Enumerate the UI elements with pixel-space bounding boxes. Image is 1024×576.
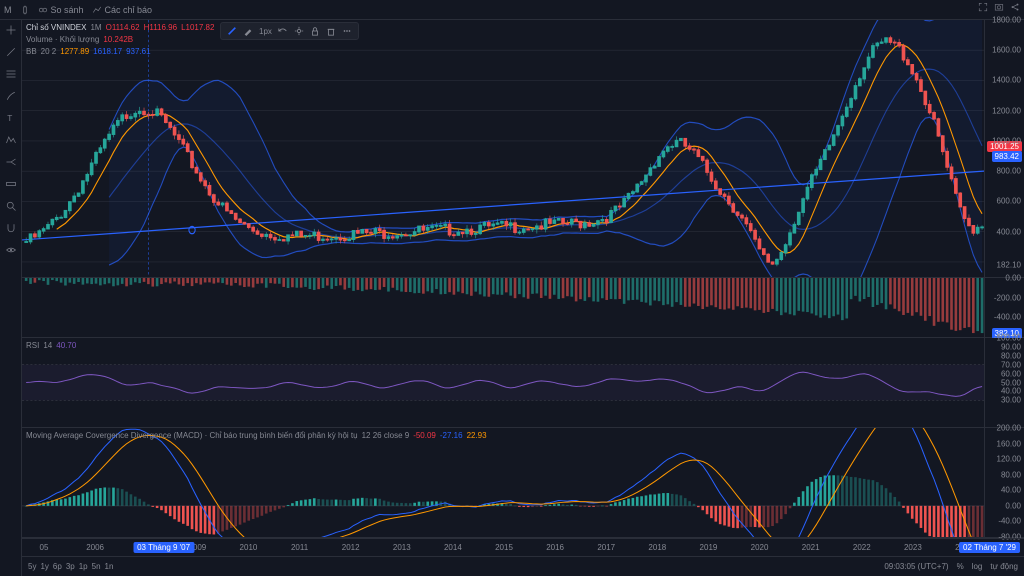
share-icon[interactable] xyxy=(1010,2,1020,12)
ma-price-tag: 983.42 xyxy=(992,151,1022,162)
x-right-label: 02 Tháng 7 '29 xyxy=(959,542,1020,553)
bb-label: BB xyxy=(26,46,37,58)
price-y-axis[interactable]: 1001.25 983.42 1800.001600.001400.001200… xyxy=(984,20,1024,277)
volume-pane[interactable]: 382.10 0.00-200.00-400.00-600.00 xyxy=(22,278,1024,338)
forecast-tool-icon[interactable] xyxy=(5,156,17,168)
svg-text:T: T xyxy=(7,114,12,123)
range-5y[interactable]: 5y xyxy=(28,562,36,571)
range-1y[interactable]: 1y xyxy=(40,562,48,571)
volume-y-axis[interactable]: 382.10 0.00-200.00-400.00-600.00 xyxy=(984,278,1024,337)
volume-chart xyxy=(22,278,1024,337)
rsi-chart xyxy=(22,338,1024,427)
magnet-tool-icon[interactable] xyxy=(5,222,17,234)
brush-tool-icon[interactable] xyxy=(5,90,17,102)
left-toolbar: T xyxy=(0,20,22,576)
x-cursor-label: 03 Tháng 9 '07 xyxy=(133,542,194,553)
auto-toggle[interactable]: tự động xyxy=(990,562,1018,571)
drawing-toolbar: 1px xyxy=(220,22,359,40)
pct-toggle[interactable]: % xyxy=(957,562,964,571)
symbol-name: Chỉ số VNINDEX xyxy=(26,22,86,34)
rsi-pane[interactable]: RSI 14 40.70 100.0090.0080.0070.0060.005… xyxy=(22,338,1024,428)
price-pane[interactable]: Chỉ số VNINDEX 1M O1114.62 H1116.96 L101… xyxy=(22,20,1024,278)
fib-tool-icon[interactable] xyxy=(5,68,17,80)
range-5n[interactable]: 5n xyxy=(92,562,101,571)
eye-tool-icon[interactable] xyxy=(5,244,17,256)
top-toolbar: M So sánh Các chỉ báo xyxy=(0,0,1024,20)
pattern-tool-icon[interactable] xyxy=(5,134,17,146)
macd-legend: Moving Average Covergence Divergence (MA… xyxy=(26,430,487,442)
crosshair-tool-icon[interactable] xyxy=(5,24,17,36)
camera-icon[interactable] xyxy=(994,2,1004,12)
chart-area: Chỉ số VNINDEX 1M O1114.62 H1116.96 L101… xyxy=(22,20,1024,556)
volume-label: Volume · Khối lượng xyxy=(26,34,99,46)
log-toggle[interactable]: log xyxy=(972,562,983,571)
bottom-bar: 5y 1y 6p 3p 1p 5n 1n 09:03:05 (UTC+7) % log tự… xyxy=(22,556,1024,576)
trash-icon[interactable] xyxy=(326,26,336,36)
price-legend: Chỉ số VNINDEX 1M O1114.62 H1116.96 L101… xyxy=(26,22,214,58)
text-tool-icon[interactable]: T xyxy=(5,112,17,124)
pencil-icon[interactable] xyxy=(243,26,253,36)
trendline-tool-icon[interactable] xyxy=(5,46,17,58)
clock: 09:03:05 (UTC+7) xyxy=(884,562,948,571)
rsi-legend: RSI 14 40.70 xyxy=(26,340,76,352)
indicators-button[interactable]: Các chỉ báo xyxy=(92,5,153,15)
lock-icon[interactable] xyxy=(310,26,320,36)
range-buttons: 5y 1y 6p 3p 1p 5n 1n xyxy=(28,562,113,571)
time-axis[interactable]: 0520062007200920102011201220132014201520… xyxy=(22,538,1024,556)
candle-type-icon[interactable] xyxy=(20,5,30,15)
line-color-icon[interactable] xyxy=(227,26,237,36)
price-chart xyxy=(22,20,1024,277)
macd-pane[interactable]: Moving Average Covergence Divergence (MA… xyxy=(22,428,1024,538)
range-3p[interactable]: 3p xyxy=(66,562,75,571)
settings-icon[interactable] xyxy=(294,26,304,36)
timeframe-selector[interactable]: M xyxy=(4,5,12,15)
fullscreen-icon[interactable] xyxy=(978,2,988,12)
range-1p[interactable]: 1p xyxy=(79,562,88,571)
zoom-tool-icon[interactable] xyxy=(5,200,17,212)
rsi-y-axis[interactable]: 100.0090.0080.0070.0060.0050.0040.0030.0… xyxy=(984,338,1024,427)
range-1n[interactable]: 1n xyxy=(105,562,114,571)
range-6p[interactable]: 6p xyxy=(53,562,62,571)
line-width-label[interactable]: 1px xyxy=(259,27,272,36)
compare-button[interactable]: So sánh xyxy=(38,5,84,15)
more-icon[interactable] xyxy=(342,26,352,36)
macd-chart xyxy=(22,428,1024,537)
undo-icon[interactable] xyxy=(278,26,288,36)
ruler-tool-icon[interactable] xyxy=(5,178,17,190)
macd-y-axis[interactable]: 200.00160.00120.0080.0040.000.00-40.00-8… xyxy=(984,428,1024,537)
